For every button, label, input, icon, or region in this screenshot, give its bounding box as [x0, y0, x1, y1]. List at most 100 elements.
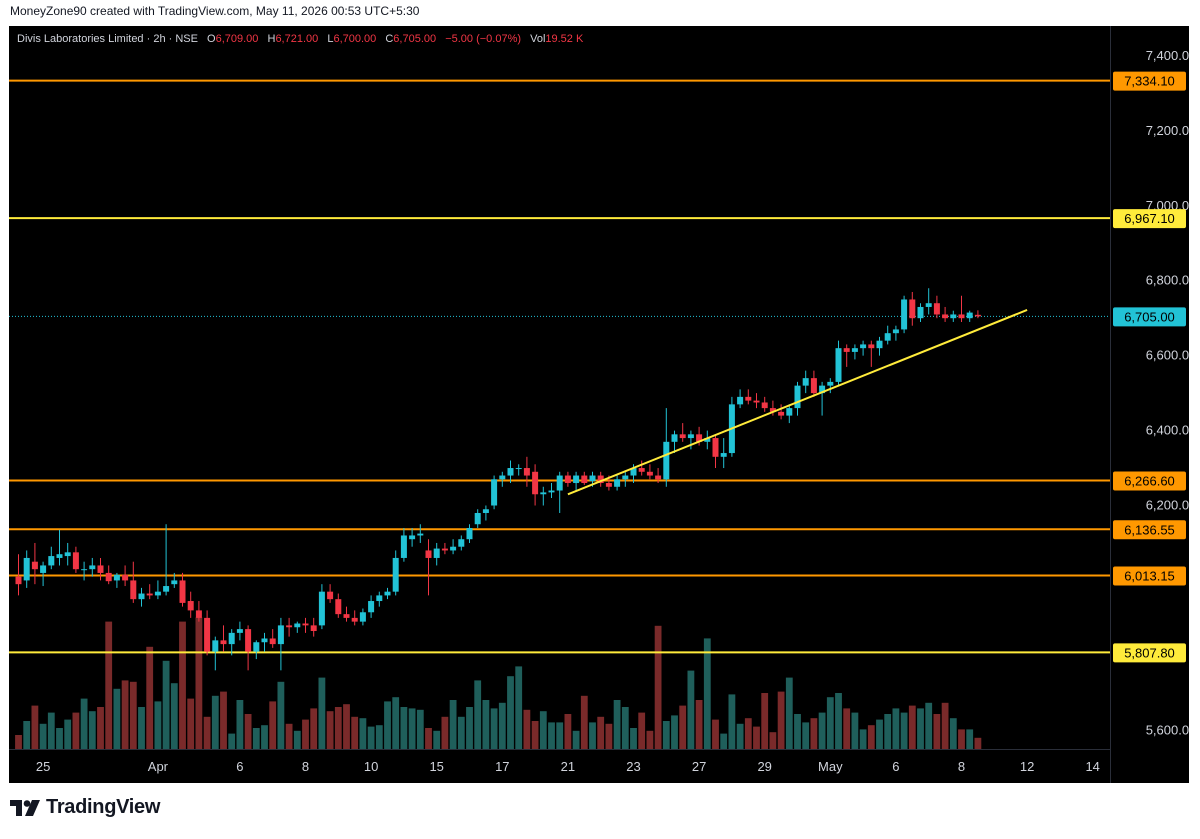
candle[interactable]: [622, 471, 629, 487]
candle[interactable]: [671, 430, 678, 454]
candle[interactable]: [433, 542, 440, 566]
candle[interactable]: [638, 460, 645, 476]
candle[interactable]: [950, 310, 957, 322]
candle[interactable]: [958, 295, 965, 322]
candle[interactable]: [966, 310, 973, 322]
candle[interactable]: [187, 591, 194, 618]
time-axis-bg[interactable]: [9, 749, 1110, 783]
price-tag[interactable]: 6,967.10: [1113, 209, 1186, 229]
candle[interactable]: [105, 565, 112, 585]
candle[interactable]: [663, 408, 670, 487]
price-tag[interactable]: 5,807.80: [1113, 643, 1186, 663]
candle[interactable]: [310, 617, 317, 637]
candle[interactable]: [786, 404, 793, 424]
candle[interactable]: [269, 629, 276, 648]
price-tag[interactable]: 6,705.00: [1113, 307, 1186, 327]
candle[interactable]: [359, 608, 366, 626]
candle[interactable]: [614, 475, 621, 491]
candle[interactable]: [655, 468, 662, 484]
candle[interactable]: [335, 593, 342, 618]
candle[interactable]: [40, 561, 47, 587]
candle[interactable]: [819, 381, 826, 416]
price-tag[interactable]: 7,334.10: [1113, 71, 1186, 91]
candle[interactable]: [261, 632, 268, 652]
tradingview-logo[interactable]: TradingView: [10, 796, 160, 819]
candle[interactable]: [909, 291, 916, 326]
candle[interactable]: [540, 486, 547, 506]
candle[interactable]: [343, 606, 350, 622]
price-tag[interactable]: 6,013.15: [1113, 566, 1186, 586]
candle[interactable]: [523, 456, 530, 487]
candle[interactable]: [400, 527, 407, 562]
candle[interactable]: [835, 340, 842, 386]
candle[interactable]: [154, 580, 161, 600]
candle[interactable]: [597, 471, 604, 487]
candle[interactable]: [15, 554, 22, 596]
candle[interactable]: [901, 295, 908, 334]
candle[interactable]: [245, 625, 252, 671]
candle[interactable]: [23, 550, 30, 588]
candle[interactable]: [868, 340, 875, 367]
candle[interactable]: [499, 471, 506, 487]
price-chart[interactable]: 5,600.00 6,200.00 6,400.00 6,600.00 6,800.00…: [9, 26, 1189, 783]
candle[interactable]: [507, 460, 514, 484]
candle[interactable]: [646, 464, 653, 480]
candle[interactable]: [778, 404, 785, 420]
candle[interactable]: [171, 572, 178, 588]
candle[interactable]: [56, 529, 63, 566]
candle[interactable]: [425, 539, 432, 596]
candle[interactable]: [925, 288, 932, 315]
candle[interactable]: [277, 617, 284, 671]
candle[interactable]: [236, 621, 243, 641]
candle[interactable]: [794, 381, 801, 416]
candle[interactable]: [573, 471, 580, 491]
candle[interactable]: [228, 629, 235, 656]
candle[interactable]: [474, 509, 481, 528]
candle[interactable]: [876, 336, 883, 356]
candle[interactable]: [384, 587, 391, 600]
trendline[interactable]: [567, 309, 1028, 496]
candle[interactable]: [917, 303, 924, 322]
candle[interactable]: [491, 475, 498, 510]
candle[interactable]: [827, 378, 834, 394]
candle[interactable]: [441, 542, 448, 555]
candle[interactable]: [163, 524, 170, 596]
candle[interactable]: [212, 636, 219, 671]
candle[interactable]: [532, 464, 539, 506]
candle[interactable]: [860, 340, 867, 356]
candle[interactable]: [327, 584, 334, 603]
candle[interactable]: [450, 539, 457, 555]
candle[interactable]: [138, 587, 145, 607]
candle[interactable]: [581, 471, 588, 485]
candle[interactable]: [712, 434, 719, 469]
candle[interactable]: [409, 527, 416, 547]
candle[interactable]: [286, 617, 293, 637]
candle[interactable]: [802, 370, 809, 394]
candle[interactable]: [704, 430, 711, 450]
candle[interactable]: [48, 546, 55, 570]
candle[interactable]: [753, 393, 760, 409]
candle[interactable]: [97, 557, 104, 581]
candle[interactable]: [294, 621, 301, 633]
candle[interactable]: [64, 542, 71, 566]
candle[interactable]: [417, 524, 424, 543]
candle[interactable]: [220, 625, 227, 652]
candle[interactable]: [81, 561, 88, 581]
candle[interactable]: [810, 370, 817, 397]
candle[interactable]: [179, 572, 186, 607]
candle[interactable]: [556, 471, 563, 513]
candle[interactable]: [720, 438, 727, 469]
candle[interactable]: [942, 306, 949, 322]
candle[interactable]: [884, 325, 891, 345]
candle[interactable]: [843, 344, 850, 367]
candle[interactable]: [376, 591, 383, 607]
candle[interactable]: [892, 325, 899, 341]
candle[interactable]: [89, 557, 96, 577]
candle[interactable]: [122, 565, 129, 587]
candle[interactable]: [318, 584, 325, 630]
candle[interactable]: [933, 295, 940, 319]
candle[interactable]: [146, 584, 153, 600]
candle[interactable]: [458, 535, 465, 551]
candle[interactable]: [368, 595, 375, 618]
candle[interactable]: [737, 389, 744, 409]
